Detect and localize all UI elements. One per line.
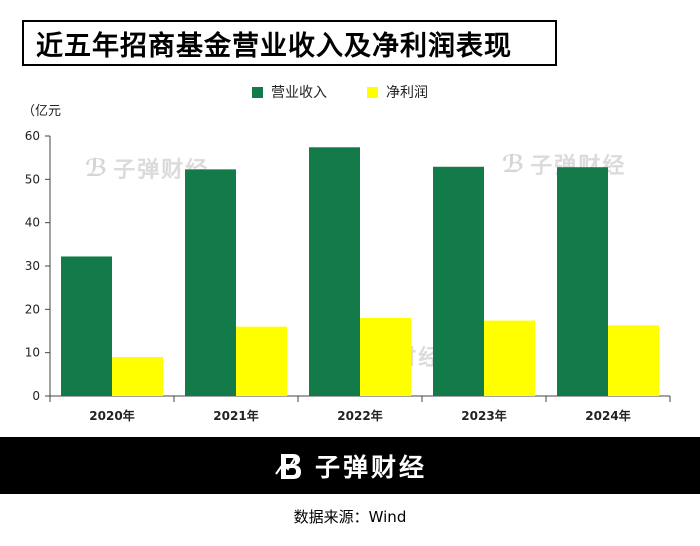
- chart-title-box: 近五年招商基金营业收入及净利润表现: [22, 20, 557, 66]
- legend-swatch-profit: [367, 86, 378, 98]
- bar-profit: [608, 325, 659, 396]
- y-tick-label: 0: [32, 389, 40, 403]
- watermark-mark-icon: ℬ: [85, 154, 110, 182]
- bar-profit: [484, 320, 535, 396]
- legend-item-revenue: 营业收入: [252, 82, 327, 102]
- legend-label-profit: 净利润: [386, 85, 428, 101]
- x-tick-label: 2023年: [461, 408, 506, 423]
- y-tick-label: 60: [25, 129, 40, 143]
- footer-brand-name: 子弹财经: [314, 452, 427, 482]
- x-tick-label: 2020年: [89, 408, 134, 423]
- bar-profit: [236, 326, 287, 396]
- footer-band: 子弹财经: [0, 437, 700, 494]
- chart-title: 近五年招商基金营业收入及净利润表现: [36, 30, 512, 62]
- legend: 营业收入 净利润: [252, 82, 428, 102]
- watermark-mark-icon: ℬ: [502, 150, 527, 178]
- legend-item-profit: 净利润: [367, 82, 428, 102]
- y-tick-label: 30: [25, 259, 40, 273]
- legend-swatch-revenue: [252, 86, 263, 98]
- bar-revenue: [185, 169, 236, 396]
- brand-logo-icon: [275, 453, 301, 479]
- y-tick-label: 50: [25, 172, 40, 186]
- legend-label-revenue: 营业收入: [271, 85, 327, 101]
- y-tick-label: 10: [25, 346, 40, 360]
- unit-label: （亿元: [22, 104, 62, 119]
- x-tick-label: 2021年: [213, 408, 258, 423]
- y-tick-label: 40: [25, 216, 40, 230]
- bar-revenue: [557, 167, 608, 396]
- x-tick-label: 2022年: [337, 408, 382, 423]
- bar-profit: [112, 357, 163, 396]
- data-source: 数据来源：Wind: [293, 508, 407, 526]
- y-tick-label: 20: [25, 302, 40, 316]
- bar-profit: [360, 318, 411, 396]
- bar-revenue: [309, 147, 360, 396]
- bar-revenue: [61, 256, 112, 396]
- bar-revenue: [433, 166, 484, 396]
- bar-chart: 0 10 20 30 40 50 60 2020年 2021年 2022年 2023年 2024年: [25, 129, 671, 423]
- x-tick-label: 2024年: [585, 408, 630, 423]
